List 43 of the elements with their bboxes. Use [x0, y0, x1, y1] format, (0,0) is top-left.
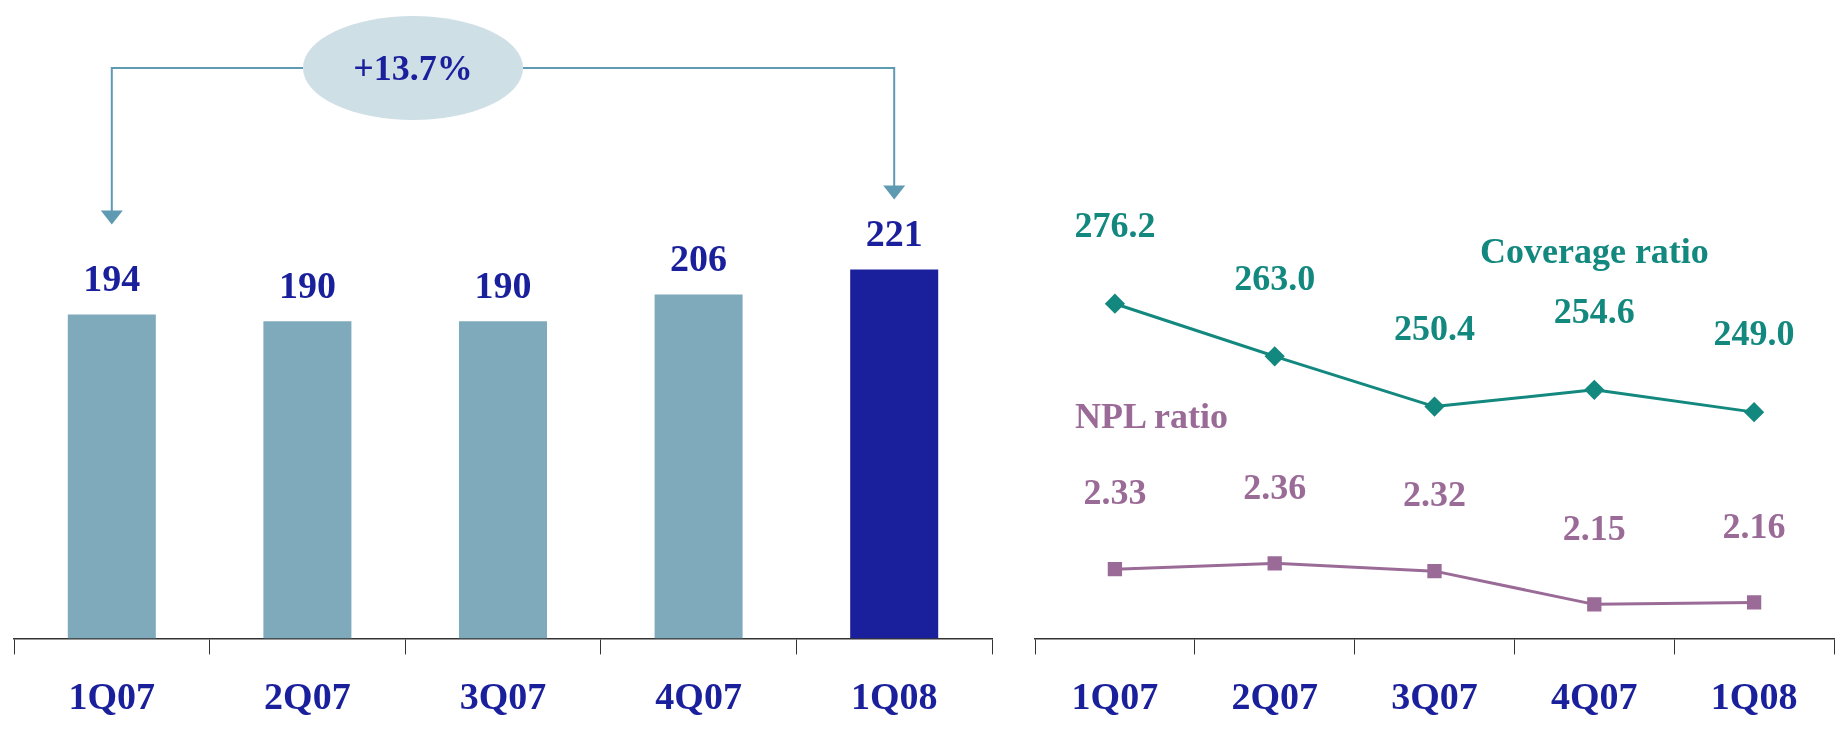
data-label: 2.32 [1403, 474, 1466, 515]
data-label: 190 [474, 263, 532, 306]
data-label: 190 [278, 263, 336, 306]
x-tick-label: 2Q07 [264, 675, 351, 718]
bar [67, 314, 156, 639]
data-label: 254.6 [1553, 291, 1635, 332]
bar [458, 321, 548, 639]
x-tick-label: 3Q07 [1391, 675, 1478, 718]
x-tick-label: 1Q07 [1071, 675, 1159, 718]
text: +13.7% [353, 47, 473, 89]
point [1587, 597, 1602, 612]
point [1744, 402, 1764, 422]
x-tick-label: 4Q07 [1551, 675, 1638, 718]
x-tick-label: 1Q08 [1710, 675, 1798, 718]
data-label: 263.0 [1234, 257, 1316, 298]
bar [850, 269, 939, 639]
data-label: 2.16 [1722, 505, 1786, 546]
data-label: 2.36 [1243, 466, 1307, 507]
text: Coverage ratio [1479, 231, 1709, 272]
point [1107, 562, 1123, 577]
bar [263, 321, 352, 639]
bar [654, 294, 743, 639]
data-label: 276.2 [1074, 205, 1156, 246]
x-tick-label: 3Q07 [459, 675, 547, 718]
data-label: 2.15 [1562, 507, 1626, 548]
data-label: 206 [670, 237, 728, 280]
data-label: 2.33 [1083, 472, 1147, 513]
x-tick-label: 4Q07 [655, 675, 742, 718]
point [1265, 346, 1285, 366]
point [1425, 397, 1444, 417]
point [1746, 595, 1762, 610]
data-label: 221 [865, 212, 923, 255]
x-tick-label: 1Q07 [68, 675, 156, 718]
point [1105, 294, 1125, 314]
point [1267, 556, 1282, 571]
x-tick-label: 2Q07 [1231, 675, 1318, 718]
point [1427, 563, 1442, 579]
data-label: 250.4 [1394, 307, 1475, 348]
x-tick-label: 1Q08 [850, 675, 938, 718]
data-label: 194 [83, 257, 141, 300]
point [1584, 380, 1604, 400]
text: NPL ratio [1074, 395, 1228, 436]
data-label: 249.0 [1713, 313, 1795, 354]
